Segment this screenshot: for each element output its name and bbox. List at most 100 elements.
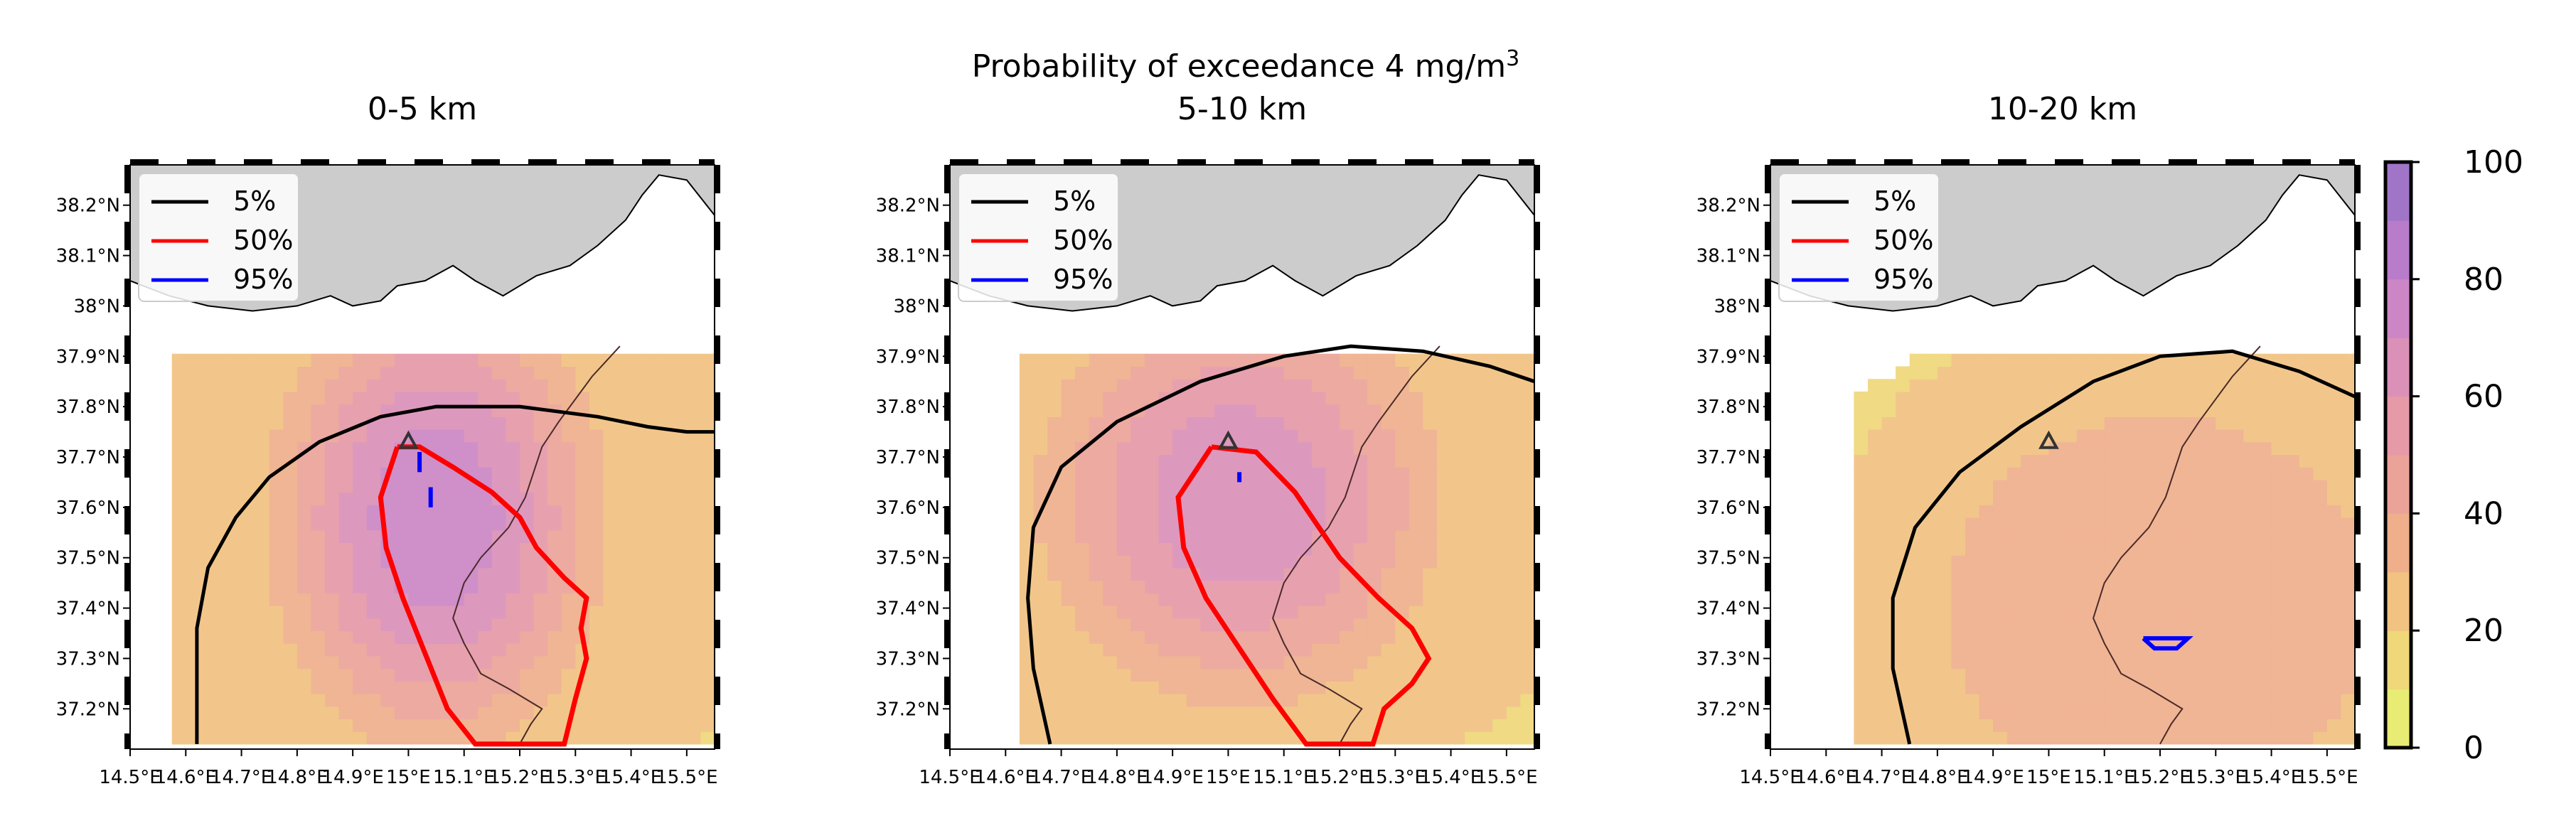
field-cell (1311, 655, 1327, 670)
field-cell (2188, 416, 2203, 430)
field-cell (2341, 542, 2355, 556)
field-cell (561, 681, 576, 694)
field-cell (1298, 606, 1313, 619)
field-cell (1993, 694, 2008, 707)
field-cell (2174, 505, 2188, 518)
field-cell (2313, 555, 2328, 569)
field-cell (1868, 655, 1883, 670)
field-cell (1242, 517, 1257, 531)
field-cell (311, 454, 326, 468)
field-cell (1270, 643, 1285, 657)
field-cell (2160, 441, 2175, 455)
field-cell (1103, 404, 1118, 417)
field-cell (1450, 555, 1465, 569)
field-cell (1145, 467, 1160, 480)
field-cell (1172, 429, 1187, 443)
field-cell (353, 429, 368, 443)
field-cell (1868, 467, 1883, 480)
field-cell (1103, 655, 1118, 670)
field-cell (547, 467, 562, 480)
field-cell (2216, 694, 2230, 707)
field-cell (1047, 391, 1062, 405)
field-cell (311, 655, 326, 670)
lon-tick-label: 15.1°E (2073, 767, 2135, 788)
field-cell (2048, 505, 2063, 518)
field-cell (366, 630, 381, 644)
field-cell (228, 555, 242, 569)
field-cell (1325, 353, 1340, 367)
field-cell (1896, 505, 1910, 518)
field-cell (436, 416, 451, 430)
field-cell (1298, 555, 1313, 569)
field-cell (1131, 505, 1145, 518)
field-cell (1089, 681, 1103, 694)
field-cell (2034, 606, 2050, 619)
field-cell (1896, 479, 1910, 493)
field-cell (1520, 379, 1534, 392)
field-cell (2174, 467, 2188, 480)
field-cell (1423, 719, 1438, 732)
field-cell (296, 694, 312, 707)
field-cell (1478, 404, 1493, 417)
volcano-triangle-icon (398, 430, 419, 449)
field-cell (2118, 379, 2133, 392)
field-cell (2216, 529, 2230, 544)
field-cell (2021, 580, 2036, 593)
field-cell (2174, 719, 2188, 732)
field-cell (1423, 529, 1438, 544)
field-cell (450, 454, 465, 468)
field-cell (1047, 593, 1062, 606)
field-cell (1854, 593, 1869, 606)
field-cell (2132, 467, 2147, 480)
field-cell (2271, 529, 2286, 544)
field-cell (1381, 379, 1396, 392)
field-cell (408, 731, 423, 745)
field-cell (1061, 529, 1076, 544)
field-cell (2285, 668, 2300, 682)
field-cell (1465, 379, 1480, 392)
field-cell (1506, 606, 1522, 619)
field-cell (1145, 694, 1160, 707)
field-cell (1158, 542, 1173, 556)
field-cell (2021, 618, 2036, 632)
field-cell (2341, 580, 2355, 593)
field-cell (1145, 731, 1160, 745)
field-cell (1061, 655, 1076, 670)
field-cell (450, 668, 465, 682)
field-cell (1465, 681, 1480, 694)
field-cell (394, 655, 410, 670)
field-cell (1075, 606, 1090, 619)
field-cell (1492, 441, 1507, 455)
field-cell (394, 542, 410, 556)
field-cell (2076, 643, 2091, 657)
field-cell (255, 505, 270, 518)
field-cell (2271, 517, 2286, 531)
field-cell (1283, 681, 1298, 694)
field-cell (617, 441, 632, 455)
field-cell (1395, 580, 1410, 593)
lat-tick-label: 38.2°N (876, 195, 940, 217)
field-cell (1116, 643, 1132, 657)
field-cell (2341, 404, 2355, 417)
field-cell (2132, 643, 2147, 657)
field-cell (1395, 731, 1410, 745)
field-cell (2118, 353, 2133, 367)
field-cell (2299, 441, 2314, 455)
field-cell (1033, 655, 1048, 670)
field-cell (2326, 630, 2342, 644)
field-cell (1965, 529, 1980, 544)
field-cell (2090, 555, 2105, 569)
field-cell (2118, 467, 2133, 480)
field-cell (1256, 567, 1271, 581)
field-cell (2174, 694, 2188, 707)
field-cell (366, 668, 381, 682)
field-cell (1367, 618, 1382, 632)
field-cell (533, 655, 548, 670)
field-cell (1200, 719, 1215, 732)
field-cell (1228, 353, 1243, 367)
field-cell (2063, 719, 2078, 732)
field-cell (1103, 555, 1118, 569)
field-cell (2118, 492, 2133, 505)
field-cell (171, 391, 186, 405)
field-cell (2188, 479, 2203, 493)
